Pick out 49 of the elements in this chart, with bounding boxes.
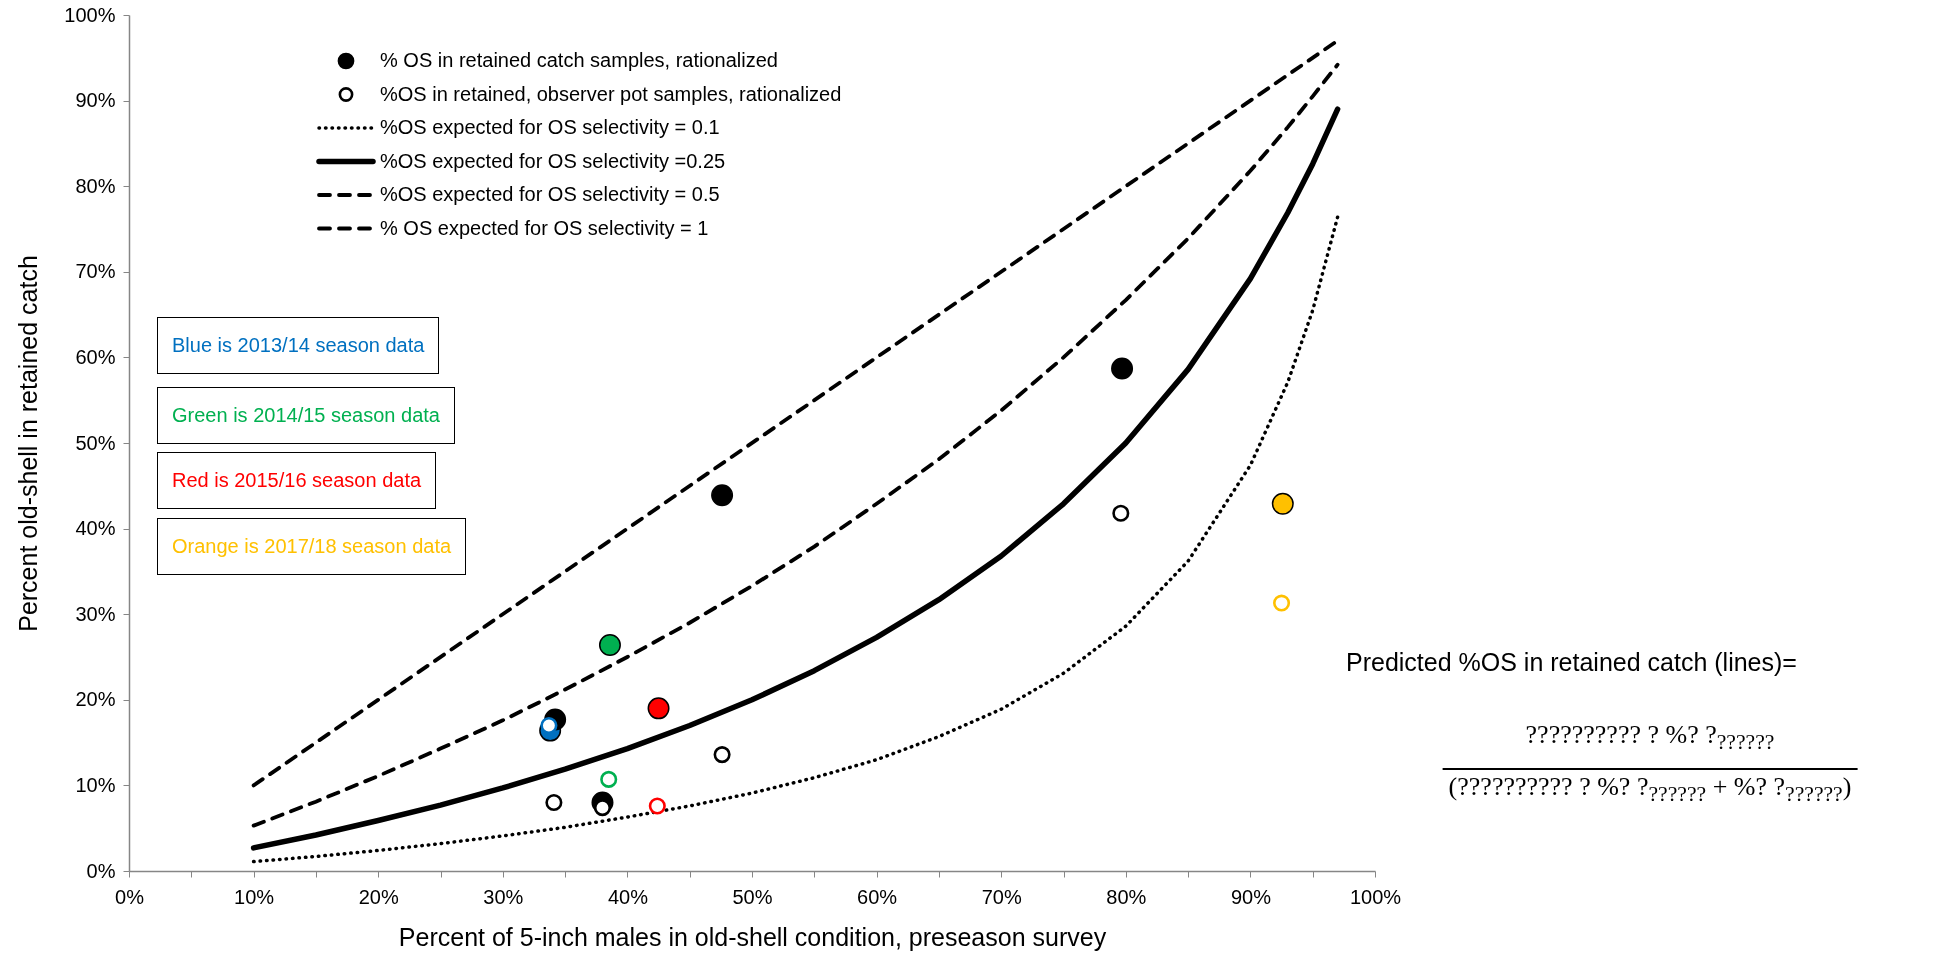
- annotation: Orange is 2017/18 season data: [157, 518, 467, 575]
- x-tick-label: 30%: [483, 885, 524, 908]
- point: [598, 634, 621, 656]
- point: [1112, 504, 1130, 522]
- x-tick-label: 100%: [1349, 885, 1402, 908]
- x-tick-label: 10%: [234, 885, 275, 908]
- y-tick-label: 70%: [75, 260, 116, 283]
- x-tick-label: 80%: [1106, 885, 1147, 908]
- x-tick-label: 40%: [607, 885, 649, 908]
- legend-label: %OS expected for OS selectivity =0.25: [380, 149, 726, 172]
- y-tick-label: 10%: [75, 773, 116, 796]
- y-tick-label: 30%: [75, 602, 116, 625]
- point: [600, 770, 618, 788]
- y-tick-label: 40%: [75, 517, 116, 540]
- text: (?????????? ? %? ?$_{??????}$ + %? ?$_{??????}$): [1442, 768, 1858, 808]
- point: [545, 793, 563, 812]
- point: [647, 697, 670, 720]
- legend-label: %OS expected for OS selectivity = 0.5: [380, 183, 720, 205]
- legend-label: % OS in retained catch samples, rationalized: [380, 49, 778, 71]
- x-tick-label: 50%: [732, 885, 773, 908]
- annotation: Red is 2015/16 season data: [157, 452, 437, 509]
- y-tick-label: 80%: [75, 174, 116, 197]
- y-tick-label: 50%: [75, 431, 116, 454]
- annotation: Blue is 2013/14 season data: [157, 317, 440, 374]
- y-tick-label: 0%: [86, 859, 116, 882]
- y-tick-label: 60%: [75, 345, 116, 368]
- point: [1271, 492, 1294, 515]
- y-tick-label: 100%: [64, 3, 116, 26]
- x-axis-title: Percent of 5-inch males in old-shell condition, preseason survey: [398, 922, 1107, 951]
- point: [593, 799, 612, 817]
- x-tick-label: 20%: [358, 885, 399, 908]
- point: [1111, 357, 1134, 380]
- legend-label: % OS expected for OS selectivity = 1: [380, 216, 709, 239]
- x-tick-label: 70%: [981, 885, 1022, 908]
- x-tick-label: 0%: [115, 885, 145, 908]
- y-axis-title: Percent old-shell in retained catch: [14, 255, 43, 632]
- annotation: Green is 2014/15 season data: [157, 387, 455, 444]
- x-tick-label: 90%: [1230, 885, 1272, 908]
- x-tick-label: 60%: [857, 885, 898, 908]
- point: [711, 484, 734, 507]
- point: [1273, 594, 1291, 612]
- legend-label: %OS in retained, observer pot samples, rationalized: [380, 82, 842, 105]
- y-tick-label: 20%: [75, 688, 116, 711]
- annotation: Predicted %OS in retained catch (lines)=: [1346, 648, 1797, 677]
- text: ?????????? ? %? ?$_{??????}$: [1525, 720, 1775, 756]
- point: [648, 797, 666, 815]
- y-tick-label: 90%: [75, 89, 116, 112]
- legend-label: %OS expected for OS selectivity = 0.1: [380, 116, 720, 138]
- point: [713, 746, 731, 764]
